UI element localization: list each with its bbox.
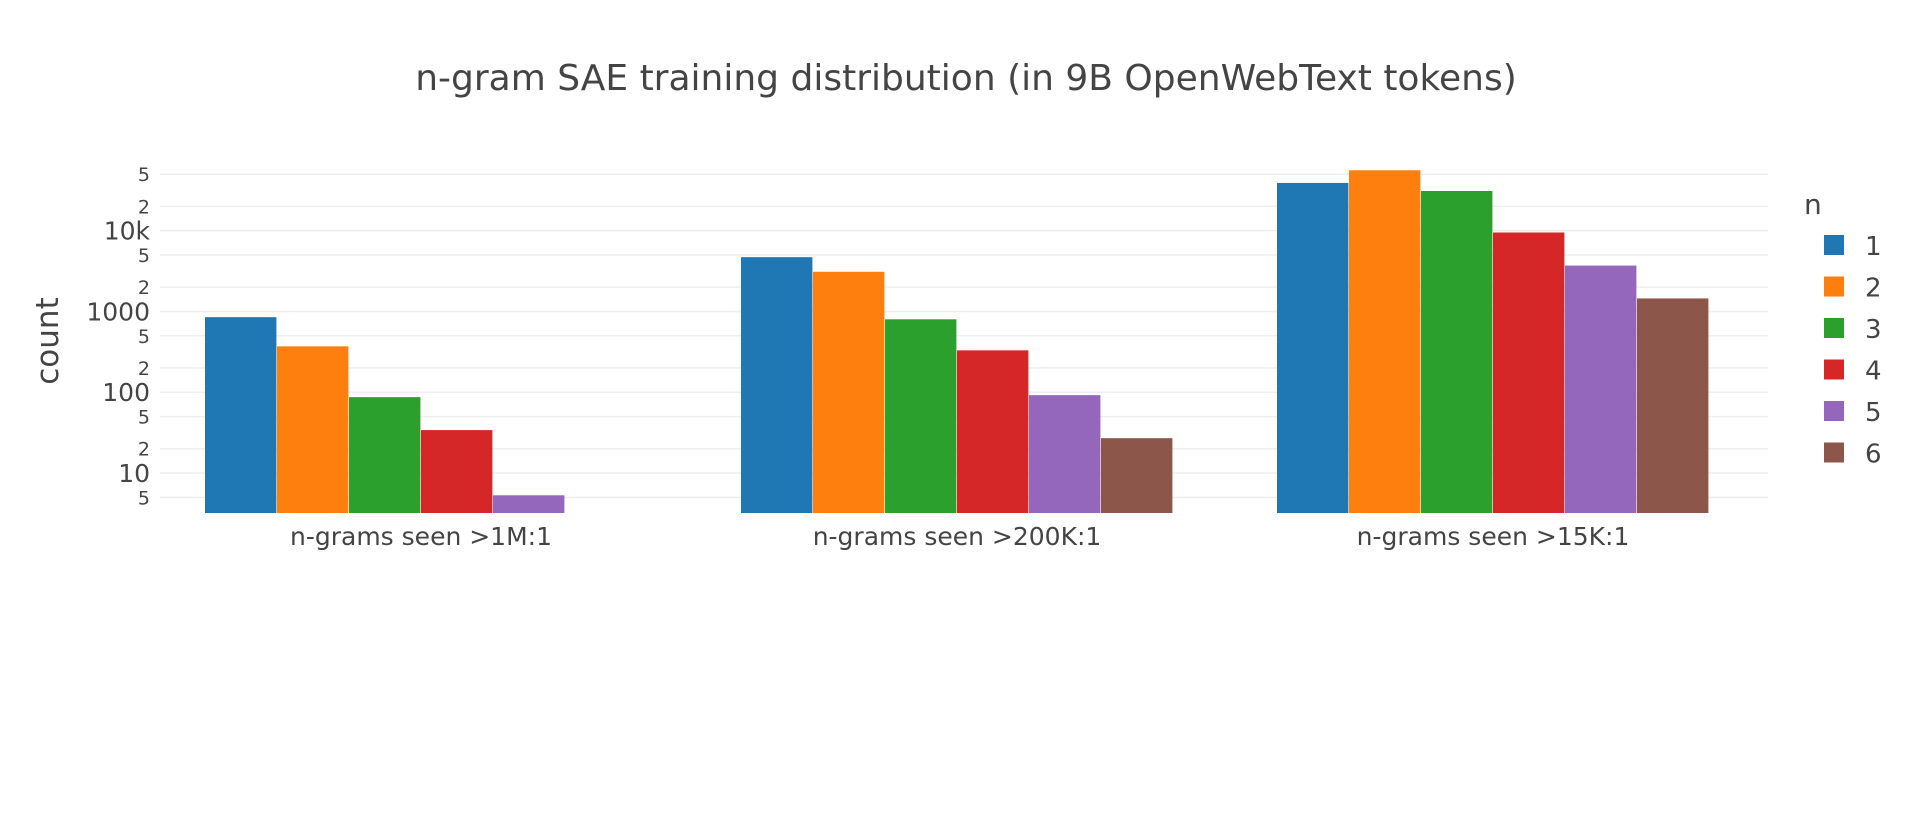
legend-label: 2 bbox=[1865, 274, 1882, 304]
bar-n6-2[interactable] bbox=[1101, 438, 1173, 513]
bar-n2-2[interactable] bbox=[813, 271, 885, 513]
x-category-label: n-grams seen >15K:1 bbox=[1357, 522, 1630, 551]
bar-n4-1[interactable] bbox=[421, 430, 493, 513]
y-axis-label: count bbox=[30, 297, 66, 384]
bar-n3-2[interactable] bbox=[885, 319, 957, 513]
y-major-tick-label: 100 bbox=[102, 378, 150, 407]
y-minor-tick-label: 2 bbox=[138, 277, 150, 299]
bar-n2-3[interactable] bbox=[1349, 170, 1421, 513]
y-minor-tick-label: 2 bbox=[138, 439, 150, 461]
y-major-tick-label: 1000 bbox=[86, 297, 150, 326]
bar-n5-3[interactable] bbox=[1565, 265, 1637, 513]
legend-item-2[interactable]: 2 bbox=[1824, 274, 1882, 304]
legend-item-1[interactable]: 1 bbox=[1824, 232, 1882, 262]
legend-swatch bbox=[1824, 442, 1844, 463]
bar-n1-2[interactable] bbox=[741, 257, 813, 513]
y-major-tick-label: 10k bbox=[104, 217, 151, 246]
legend-item-5[interactable]: 5 bbox=[1824, 398, 1882, 428]
legend-swatch bbox=[1824, 276, 1844, 297]
bar-n4-2[interactable] bbox=[957, 350, 1029, 513]
legend-item-3[interactable]: 3 bbox=[1824, 315, 1882, 345]
x-category-label: n-grams seen >1M:1 bbox=[290, 522, 552, 551]
legend-swatch bbox=[1824, 318, 1844, 338]
bar-n5-1[interactable] bbox=[493, 495, 565, 513]
y-minor-tick-label: 5 bbox=[138, 245, 150, 267]
legend-label: 4 bbox=[1865, 357, 1882, 387]
bar-n3-3[interactable] bbox=[1421, 190, 1493, 514]
bar-n5-2[interactable] bbox=[1029, 395, 1101, 513]
bar-n2-1[interactable] bbox=[277, 346, 349, 513]
legend-label: 5 bbox=[1865, 398, 1882, 428]
chart-title: n-gram SAE training distribution (in 9B … bbox=[415, 58, 1517, 99]
legend[interactable]: n 1 2 3 4 5 6 bbox=[1804, 188, 1882, 470]
bars bbox=[205, 170, 1709, 514]
bar-n3-1[interactable] bbox=[349, 397, 421, 513]
bar-n6-3[interactable] bbox=[1637, 298, 1709, 513]
x-category-label: n-grams seen >200K:1 bbox=[813, 522, 1102, 551]
y-minor-tick-label: 5 bbox=[138, 326, 150, 348]
legend-label: 1 bbox=[1865, 232, 1882, 262]
legend-title: n bbox=[1804, 188, 1822, 221]
y-minor-tick-label: 2 bbox=[138, 196, 150, 218]
bar-n1-1[interactable] bbox=[205, 317, 277, 513]
y-minor-tick-label: 5 bbox=[138, 487, 150, 509]
y-major-tick-label: 10 bbox=[118, 459, 150, 488]
x-axis-ticks: n-grams seen >1M:1 n-grams seen >200K:1 n-… bbox=[290, 522, 1629, 551]
bar-n4-3[interactable] bbox=[1493, 232, 1565, 514]
legend-swatch bbox=[1824, 401, 1844, 421]
y-minor-tick-label: 5 bbox=[138, 407, 150, 429]
legend-item-6[interactable]: 6 bbox=[1824, 440, 1882, 470]
legend-swatch bbox=[1824, 359, 1844, 380]
y-minor-tick-label: 2 bbox=[138, 358, 150, 380]
legend-label: 6 bbox=[1865, 440, 1882, 470]
y-minor-tick-label: 5 bbox=[138, 164, 150, 186]
legend-swatch bbox=[1824, 235, 1844, 255]
bar-n1-3[interactable] bbox=[1277, 182, 1349, 513]
legend-label: 3 bbox=[1865, 315, 1882, 345]
legend-item-4[interactable]: 4 bbox=[1824, 357, 1882, 387]
